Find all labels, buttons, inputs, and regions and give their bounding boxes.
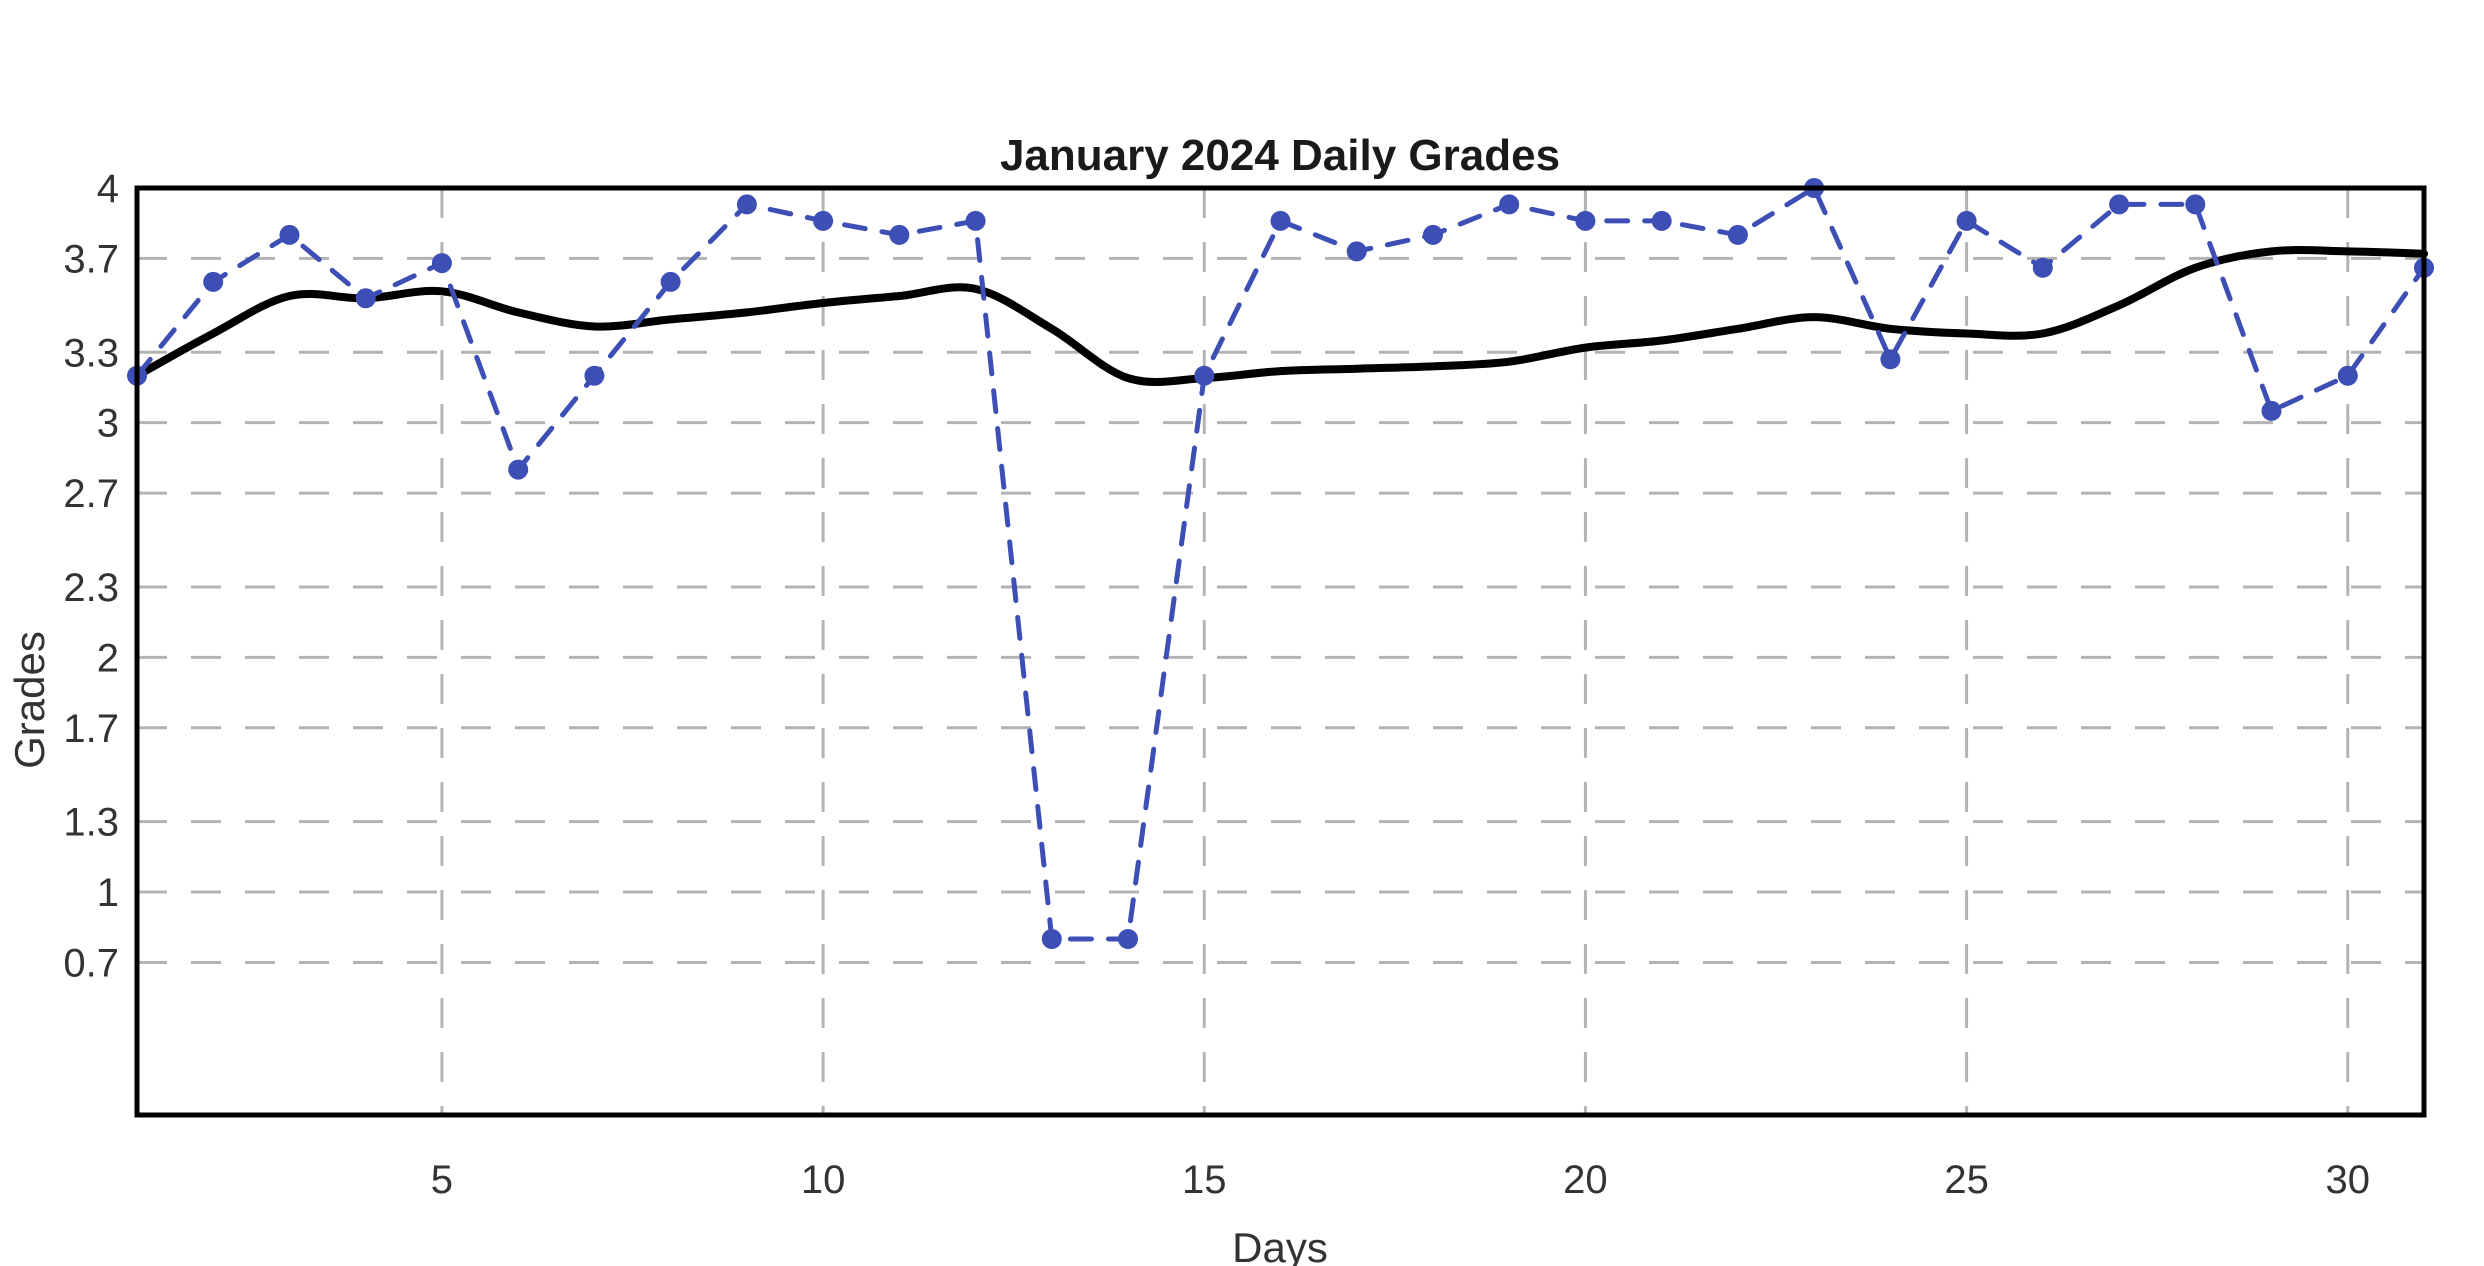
- trend-line: [133, 246, 2428, 387]
- x-tick-label: 5: [431, 1158, 453, 1202]
- data-point-marker: [1499, 194, 1520, 215]
- series-layer: [127, 178, 2434, 949]
- y-tick-label: 2.7: [63, 472, 119, 516]
- x-axis-label: Days: [1232, 1224, 1328, 1266]
- y-tick-label: 1.7: [63, 707, 119, 751]
- y-tick-label: 1.3: [63, 801, 119, 845]
- data-point-marker: [584, 365, 605, 386]
- y-tick-label: 3.7: [63, 237, 119, 281]
- data-point-marker: [1575, 210, 1596, 231]
- data-point-marker: [2185, 194, 2206, 215]
- data-point-marker: [279, 224, 300, 245]
- data-point-marker: [1423, 224, 1443, 245]
- y-tick-label: 4: [97, 167, 119, 211]
- data-point-marker: [1346, 241, 1367, 262]
- y-tick-label: 3: [97, 402, 119, 446]
- data-point-marker: [431, 253, 452, 274]
- data-point-marker: [889, 224, 910, 245]
- data-point-marker: [1956, 210, 1977, 231]
- y-tick-label: 2.3: [63, 566, 119, 610]
- data-point-marker: [203, 271, 224, 292]
- data-point-marker: [355, 288, 376, 309]
- data-point-marker: [965, 210, 986, 231]
- data-point-marker: [1727, 224, 1748, 245]
- data-point-marker: [2032, 257, 2053, 278]
- data-point-marker: [736, 194, 757, 215]
- data-point-marker: [1880, 349, 1901, 370]
- data-point-marker: [660, 271, 681, 292]
- x-tick-label: 25: [1944, 1158, 1989, 1202]
- data-point-marker: [2337, 365, 2358, 386]
- data-point-marker: [1270, 210, 1291, 231]
- y-tick-label: 2: [97, 636, 119, 680]
- gridlines: [137, 188, 2424, 1115]
- plot-border: [134, 185, 2427, 1118]
- x-tick-label: 20: [1563, 1158, 1608, 1202]
- x-tick-label: 10: [801, 1158, 846, 1202]
- data-point-marker: [1651, 210, 1672, 231]
- tick-labels: 4 3.7 3.3 3 2.7 2.3 2 1.7 1.3 1 0.7 5 10 15 20 25 30: [63, 167, 2370, 1202]
- x-tick-label: 30: [2326, 1158, 2371, 1202]
- data-point-marker: [508, 459, 529, 480]
- y-axis-label: Grades: [6, 631, 53, 769]
- y-tick-label: 0.7: [63, 941, 119, 985]
- x-tick-label: 15: [1182, 1158, 1227, 1202]
- data-point-marker: [2109, 194, 2130, 215]
- chart-title: January 2024 Daily Grades: [1000, 131, 1560, 180]
- data-point-marker: [2261, 400, 2282, 421]
- y-tick-label: 1: [97, 871, 119, 915]
- data-point-marker: [1041, 929, 1062, 949]
- y-tick-label: 3.3: [63, 331, 119, 375]
- data-point-marker: [1118, 929, 1138, 949]
- data-point-marker: [813, 210, 834, 231]
- data-point-marker: [1194, 365, 1215, 386]
